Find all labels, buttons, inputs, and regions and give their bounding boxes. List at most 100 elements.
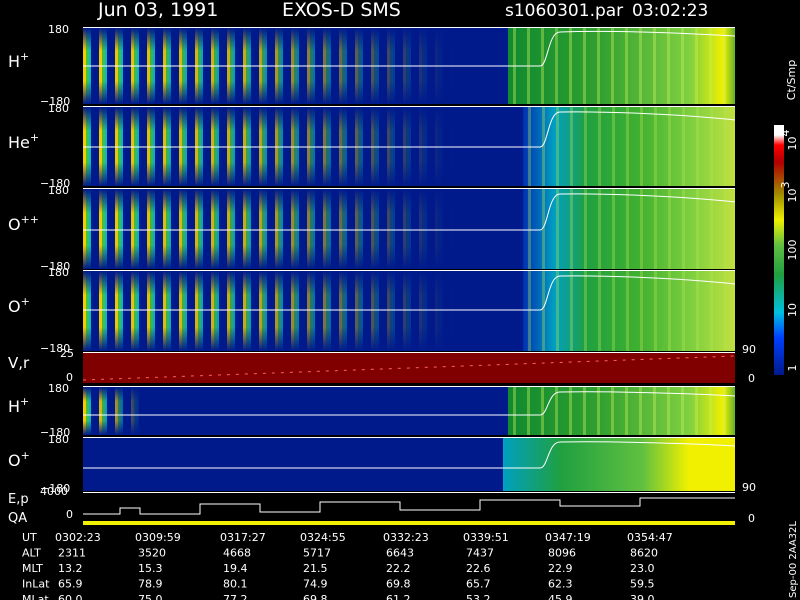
footer-value: 15.3 bbox=[138, 562, 163, 575]
y2-tick-label: 90 bbox=[742, 481, 756, 494]
footer-value: 13.2 bbox=[58, 562, 83, 575]
footer-label: ALT bbox=[22, 547, 41, 560]
panel-label: He+ bbox=[8, 131, 39, 152]
panel-label: O+ bbox=[8, 295, 30, 316]
energy-panel bbox=[83, 492, 735, 523]
footer-value: 8096 bbox=[548, 547, 576, 560]
panel-label: E,p bbox=[8, 492, 29, 507]
footer-value: 6643 bbox=[386, 547, 414, 560]
footer-value: 0339:51 bbox=[463, 531, 509, 544]
colorbar-label: 104 bbox=[779, 130, 799, 151]
panel-label: V,r bbox=[8, 354, 30, 372]
y-tick-label: −180 bbox=[40, 482, 70, 495]
footer-value: 2311 bbox=[58, 547, 86, 560]
y-tick-label: 25 bbox=[60, 347, 74, 360]
footer-value: 5717 bbox=[303, 547, 331, 560]
qa-bar bbox=[83, 521, 735, 525]
y2-tick-label: 90 bbox=[742, 343, 756, 356]
footer-value: 0347:19 bbox=[545, 531, 591, 544]
footer-value: 69.8 bbox=[303, 593, 328, 600]
y-tick-label: −180 bbox=[40, 95, 70, 108]
footer-value: 60.0 bbox=[58, 593, 83, 600]
curves bbox=[82, 30, 736, 515]
colorbar-label: 1 bbox=[786, 365, 799, 372]
panel-label: H+ bbox=[8, 395, 29, 416]
panel-label-sup: + bbox=[30, 131, 39, 144]
footer-value: 7437 bbox=[466, 547, 494, 560]
spectrogram-h-small bbox=[83, 386, 735, 435]
footer-label: MLat bbox=[22, 593, 49, 600]
colorbar-label-sup: 3 bbox=[779, 182, 792, 189]
footer-value: 0332:23 bbox=[383, 531, 429, 544]
y-tick-label: −180 bbox=[40, 342, 70, 355]
footer-value: 22.6 bbox=[466, 562, 491, 575]
title: Jun 03, 1991 bbox=[97, 0, 218, 21]
footer-value: 62.3 bbox=[548, 578, 573, 591]
footer-value: 0302:23 bbox=[55, 531, 101, 544]
footer-value: 22.2 bbox=[386, 562, 411, 575]
footer-value: 3520 bbox=[138, 547, 166, 560]
spectrogram-o2 bbox=[83, 188, 735, 269]
spectrogram-he bbox=[83, 106, 735, 186]
footer-value: 8620 bbox=[630, 547, 658, 560]
footer-value: 78.9 bbox=[138, 578, 163, 591]
y-tick-label: −180 bbox=[40, 260, 70, 273]
y2-tick-label: 0 bbox=[748, 372, 755, 385]
footer-value: 0309:59 bbox=[135, 531, 181, 544]
footer-value: 77.2 bbox=[223, 593, 248, 600]
y-tick-label: 0 bbox=[66, 508, 73, 521]
y-tick-label: 0 bbox=[66, 371, 73, 384]
footer-value: 65.7 bbox=[466, 578, 491, 591]
footer-value: 75.0 bbox=[138, 593, 163, 600]
y-tick-label: 180 bbox=[48, 266, 69, 279]
y-tick-label: 180 bbox=[48, 382, 69, 395]
footer-value: 65.9 bbox=[58, 578, 83, 591]
y-tick-label: −180 bbox=[40, 177, 70, 190]
footer-value: 4668 bbox=[223, 547, 251, 560]
footer-value: 19.4 bbox=[223, 562, 248, 575]
panel-label: H+ bbox=[8, 50, 29, 71]
y-tick-label: 4000 bbox=[40, 485, 68, 498]
footer-label: MLT bbox=[22, 562, 43, 575]
footer-value: 69.8 bbox=[386, 578, 411, 591]
panel-label-sup: + bbox=[20, 395, 29, 408]
time: 03:02:23 bbox=[632, 1, 708, 21]
y2-tick-label: 0 bbox=[748, 512, 755, 525]
footer-value: 0354:47 bbox=[627, 531, 673, 544]
footer-label: UT bbox=[22, 531, 37, 544]
colorbar bbox=[774, 125, 784, 375]
panel-label-sup: ++ bbox=[21, 213, 39, 226]
y-tick-label: 180 bbox=[48, 433, 69, 446]
panel-label: O+ bbox=[8, 449, 30, 470]
footer-value: 80.1 bbox=[223, 578, 248, 591]
y-tick-label: 180 bbox=[48, 184, 69, 197]
panel-label-sup: + bbox=[20, 50, 29, 63]
footer-value: 45.9 bbox=[548, 593, 573, 600]
footer-value: 39.0 bbox=[630, 593, 655, 600]
y-tick-label: 180 bbox=[48, 23, 69, 36]
panel-label-sup: + bbox=[21, 295, 30, 308]
panel-label: QA bbox=[8, 511, 27, 526]
colorbar-unit: Ct/Smp bbox=[785, 60, 798, 100]
file-name: s1060301.par bbox=[505, 1, 623, 21]
y-tick-label: 180 bbox=[48, 102, 69, 115]
footer-value: 53.2 bbox=[466, 593, 491, 600]
stamp: Sep-00 2AA32L bbox=[788, 521, 799, 598]
instrument: EXOS-D SMS bbox=[282, 0, 401, 21]
panel-label: O++ bbox=[8, 213, 39, 234]
footer-value: 74.9 bbox=[303, 578, 328, 591]
footer-label: InLat bbox=[22, 578, 50, 591]
footer-value: 22.9 bbox=[548, 562, 573, 575]
colorbar-label: 103 bbox=[779, 182, 799, 203]
footer-value: 61.2 bbox=[386, 593, 411, 600]
y-tick-label: −180 bbox=[40, 426, 70, 439]
colorbar-label: 10 bbox=[786, 303, 799, 317]
spectrogram-o-small bbox=[83, 437, 735, 491]
footer-value: 21.5 bbox=[303, 562, 328, 575]
spectrogram-h bbox=[83, 27, 735, 104]
footer-value: 0324:55 bbox=[300, 531, 346, 544]
colorbar-label-sup: 4 bbox=[779, 130, 792, 137]
colorbar-label: 100 bbox=[786, 240, 799, 261]
